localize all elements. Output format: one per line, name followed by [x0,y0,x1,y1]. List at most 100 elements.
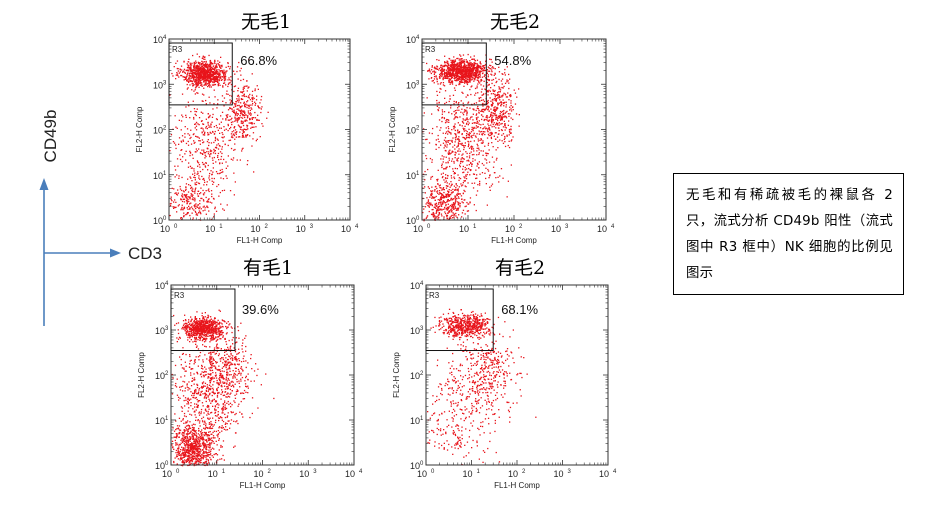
data-point [456,168,458,170]
data-point [252,138,254,140]
data-point [513,89,515,91]
data-point [453,62,455,64]
data-point [487,105,489,107]
data-point [464,199,466,201]
y-tick-exponent: 0 [163,216,167,222]
data-point [494,73,496,75]
data-point [454,59,456,61]
data-point [188,105,190,107]
data-point [438,209,440,211]
data-point [457,207,460,209]
data-point [218,79,220,82]
data-point [237,117,240,119]
data-point [499,87,501,89]
data-point [254,88,256,90]
data-point [507,144,509,147]
data-point [187,166,190,168]
data-point [193,66,195,68]
data-point [472,148,475,150]
data-point [476,120,478,122]
data-point [210,75,212,78]
data-point [476,190,479,192]
data-point [446,77,448,79]
data-point [180,129,182,131]
data-point [467,136,469,139]
data-point [243,85,245,88]
data-point [512,136,514,138]
data-point [215,75,218,77]
data-point [498,116,501,118]
data-point [452,202,455,204]
data-point [447,212,449,214]
data-point [456,73,458,75]
data-point [442,194,444,196]
data-point [254,104,256,106]
data-point [198,72,200,75]
data-point [483,108,485,111]
data-point [189,69,191,71]
data-point [499,95,501,97]
data-point [437,206,440,208]
data-point [464,128,466,130]
data-point [483,100,486,103]
data-point [215,146,217,148]
data-point [508,130,511,132]
data-point [423,112,425,114]
data-point [222,178,225,180]
data-point [189,150,191,152]
data-point [200,197,202,200]
data-point [445,162,447,164]
data-point [490,185,493,187]
data-point [237,87,240,89]
data-point [203,149,205,151]
data-point [170,202,172,205]
data-point [188,134,191,136]
data-point [457,209,459,211]
data-point [207,85,209,88]
data-point [252,132,255,134]
data-point [204,72,207,74]
data-point [461,142,463,144]
data-point [184,76,186,78]
data-point [446,217,449,220]
data-point [454,117,456,119]
data-point [187,178,189,180]
data-point [181,195,183,197]
data-point [454,188,457,191]
data-point [246,134,248,137]
data-point [468,141,470,143]
data-point [458,69,461,71]
data-point [492,109,495,111]
data-point [456,68,458,70]
data-point [430,194,432,196]
data-point [500,118,502,120]
data-point [502,177,504,179]
data-point [221,111,224,113]
data-point [210,337,212,340]
data-point [207,134,209,136]
data-point [483,66,485,68]
data-point [491,133,493,136]
data-point [188,332,190,334]
data-point [229,94,231,97]
data-point [495,127,497,129]
data-point [497,147,499,149]
data-point [217,83,219,85]
data-point [447,190,449,192]
data-point [465,96,467,98]
data-point [472,130,474,132]
data-point [450,208,453,210]
data-point [216,80,218,82]
axis-markers: CD49b CD3 [39,110,162,326]
data-point [435,68,437,70]
data-point [227,165,229,167]
data-point [440,201,442,203]
data-point [443,74,445,76]
data-point [432,80,434,82]
data-point [229,107,231,110]
data-point [490,87,492,89]
data-point [230,121,233,124]
data-point [452,191,454,193]
data-point [197,73,199,75]
data-point [451,150,453,152]
